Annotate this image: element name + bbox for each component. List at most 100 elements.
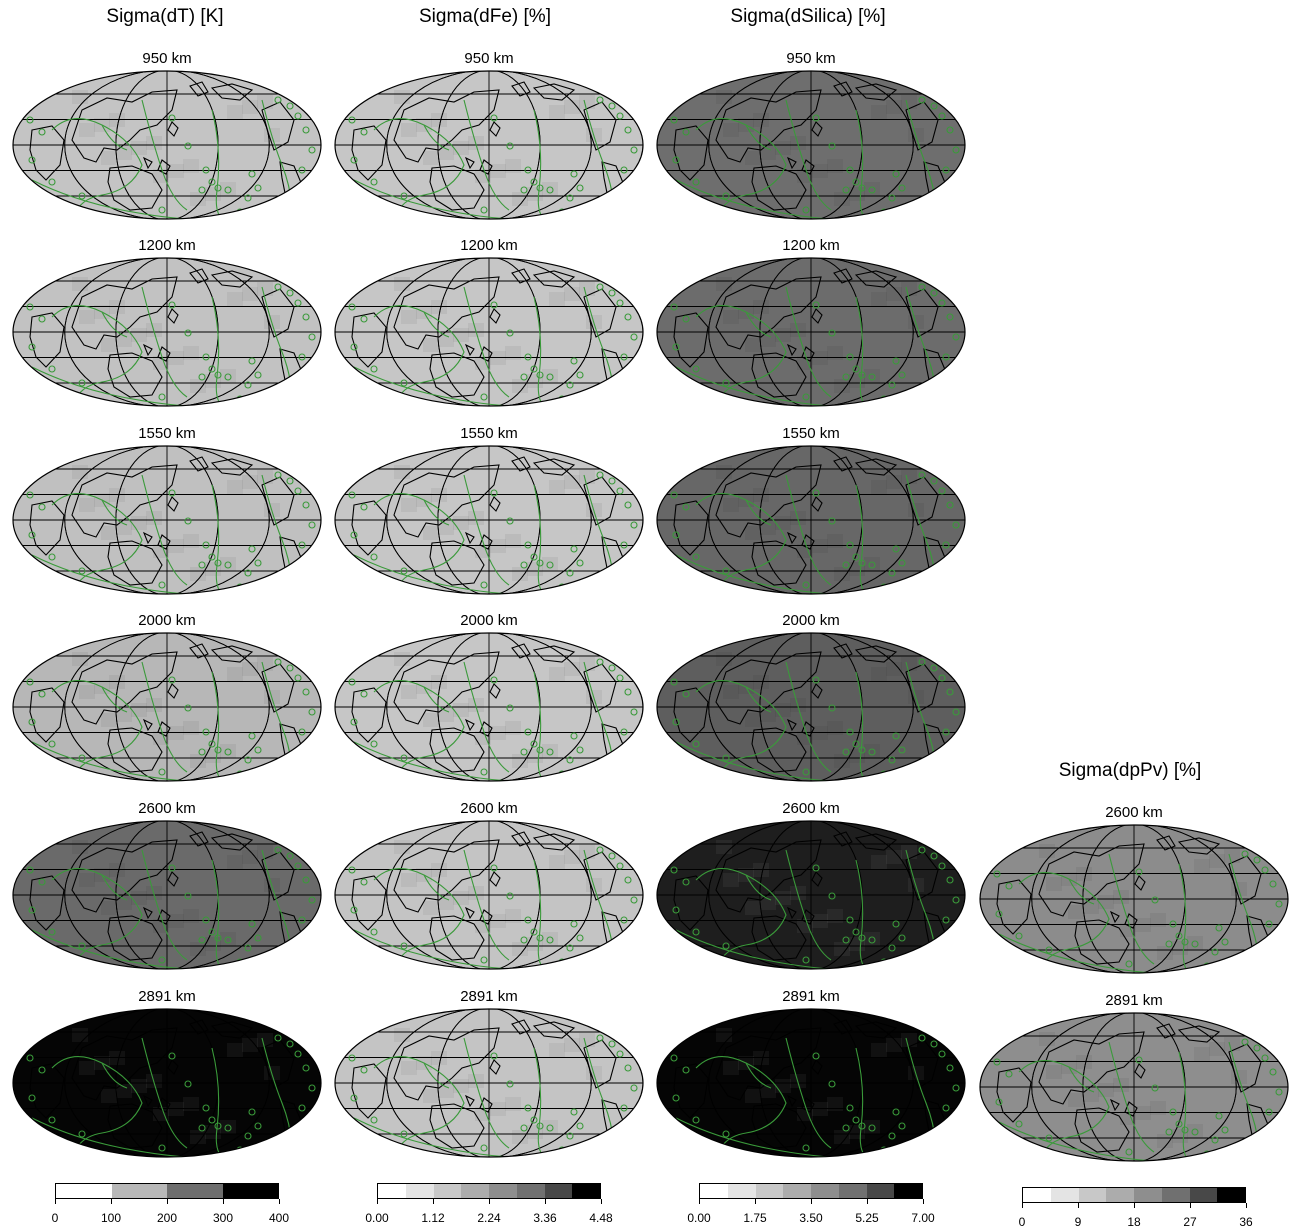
tick-label: 200 [156, 1211, 178, 1225]
coastlines [351, 456, 625, 586]
map-col0-row3 [12, 632, 322, 782]
colorbar-swatch [894, 1184, 922, 1198]
colorbar-swatch [755, 1184, 784, 1198]
coastlines [29, 456, 303, 586]
depth-label: 2000 km [782, 612, 840, 629]
tick-mark [923, 1199, 924, 1204]
depth-label: 1200 km [460, 237, 518, 254]
colorbar-dpPv [1022, 1187, 1246, 1203]
hotspots [348, 1034, 638, 1157]
tick-mark [1134, 1203, 1135, 1208]
colorbar-swatch [811, 1184, 839, 1198]
tick-mark [489, 1199, 490, 1204]
depth-label: 2891 km [460, 988, 518, 1005]
colorbar-swatch [516, 1184, 545, 1198]
plate-boundaries [998, 1041, 1270, 1161]
map-col2-row4 [656, 820, 966, 970]
tick-label: 100 [100, 1211, 122, 1225]
colorbar-swatch [222, 1184, 278, 1198]
hotspots [26, 658, 316, 781]
tick-mark [699, 1199, 700, 1204]
colorbar-swatch [572, 1184, 600, 1198]
tick-label: 36 [1239, 1215, 1253, 1229]
hotspots [670, 283, 960, 406]
colorbar-swatch [838, 1184, 867, 1198]
colorbar-swatch [167, 1184, 223, 1198]
depth-label: 2000 km [460, 612, 518, 629]
tick-label: 27 [1183, 1215, 1197, 1229]
hotspots [26, 471, 316, 594]
depth-label: 1200 km [138, 237, 196, 254]
depth-label: 2600 km [138, 800, 196, 817]
tick-label: 0 [51, 1211, 59, 1225]
tick-mark [545, 1199, 546, 1204]
tick-mark [1078, 1203, 1079, 1208]
map-col0-row5 [12, 1008, 322, 1158]
map-col1-row2 [334, 445, 644, 595]
colorbar-swatch [1189, 1188, 1218, 1202]
tick-mark [167, 1199, 168, 1204]
hotspots [348, 658, 638, 781]
map-col3-row0 [979, 824, 1289, 974]
coastlines [351, 831, 625, 961]
tick-label: 4.48 [589, 1211, 613, 1225]
coastlines [29, 268, 303, 398]
tick-label: 300 [212, 1211, 234, 1225]
map-col2-row0 [656, 70, 966, 220]
tick-label: 18 [1127, 1215, 1141, 1229]
tick-label: 400 [268, 1211, 290, 1225]
tick-mark [755, 1199, 756, 1204]
tick-mark [601, 1199, 602, 1204]
colorbar-dSilica [699, 1183, 923, 1199]
tick-mark [223, 1199, 224, 1204]
depth-label: 2600 km [782, 800, 840, 817]
colorbar-swatch [727, 1184, 756, 1198]
colorbar-swatch [405, 1184, 434, 1198]
tick-mark [811, 1199, 812, 1204]
map-col0-row2 [12, 445, 322, 595]
colorbar-swatch [1161, 1188, 1190, 1202]
depth-label: 1550 km [782, 425, 840, 442]
colorbar-swatch [700, 1184, 728, 1198]
tick-label: 3.50 [799, 1211, 823, 1225]
column-title-dFe: Sigma(dFe) [%] [419, 6, 551, 27]
column-title-dpPv: Sigma(dpPv) [%] [1058, 760, 1202, 781]
hotspots [348, 283, 638, 406]
tick-label: 3.36 [533, 1211, 557, 1225]
colorbar-swatch [1050, 1188, 1079, 1202]
depth-label: 2000 km [138, 612, 196, 629]
map-col1-row1 [334, 257, 644, 407]
tick-label: 0.00 [687, 1211, 711, 1225]
tick-label: 5.25 [855, 1211, 879, 1225]
depth-label: 950 km [464, 50, 514, 67]
colorbar-swatch [1106, 1188, 1134, 1202]
depth-label: 1200 km [782, 237, 840, 254]
colorbar-swatch [433, 1184, 462, 1198]
colorbar-swatch [866, 1184, 895, 1198]
colorbar-swatch [1078, 1188, 1107, 1202]
map-col1-row4 [334, 820, 644, 970]
tick-label: 0.00 [365, 1211, 389, 1225]
colorbar-swatch [378, 1184, 406, 1198]
map-col1-row5 [334, 1008, 644, 1158]
map-col2-row3 [656, 632, 966, 782]
map-col0-row4 [12, 820, 322, 970]
tick-label: 9 [1074, 1215, 1082, 1229]
colorbar-swatch [1023, 1188, 1051, 1202]
column-title-dT: Sigma(dT) [K] [106, 6, 224, 27]
tick-mark [377, 1199, 378, 1204]
tick-label: 1.75 [743, 1211, 767, 1225]
column-title-dSilica: Sigma(dSilica) [%] [730, 6, 886, 27]
tick-mark [1246, 1203, 1247, 1208]
tick-label: 7.00 [911, 1211, 935, 1225]
tick-label: 0 [1018, 1215, 1026, 1229]
depth-label: 2891 km [138, 988, 196, 1005]
depth-label: 1550 km [460, 425, 518, 442]
map-col0-row0 [12, 70, 322, 220]
colorbar-swatch [1134, 1188, 1162, 1202]
map-col2-row1 [656, 257, 966, 407]
colorbar-swatch [489, 1184, 517, 1198]
map-col2-row2 [656, 445, 966, 595]
hotspots [993, 850, 1283, 973]
colorbar-dT [55, 1183, 279, 1199]
